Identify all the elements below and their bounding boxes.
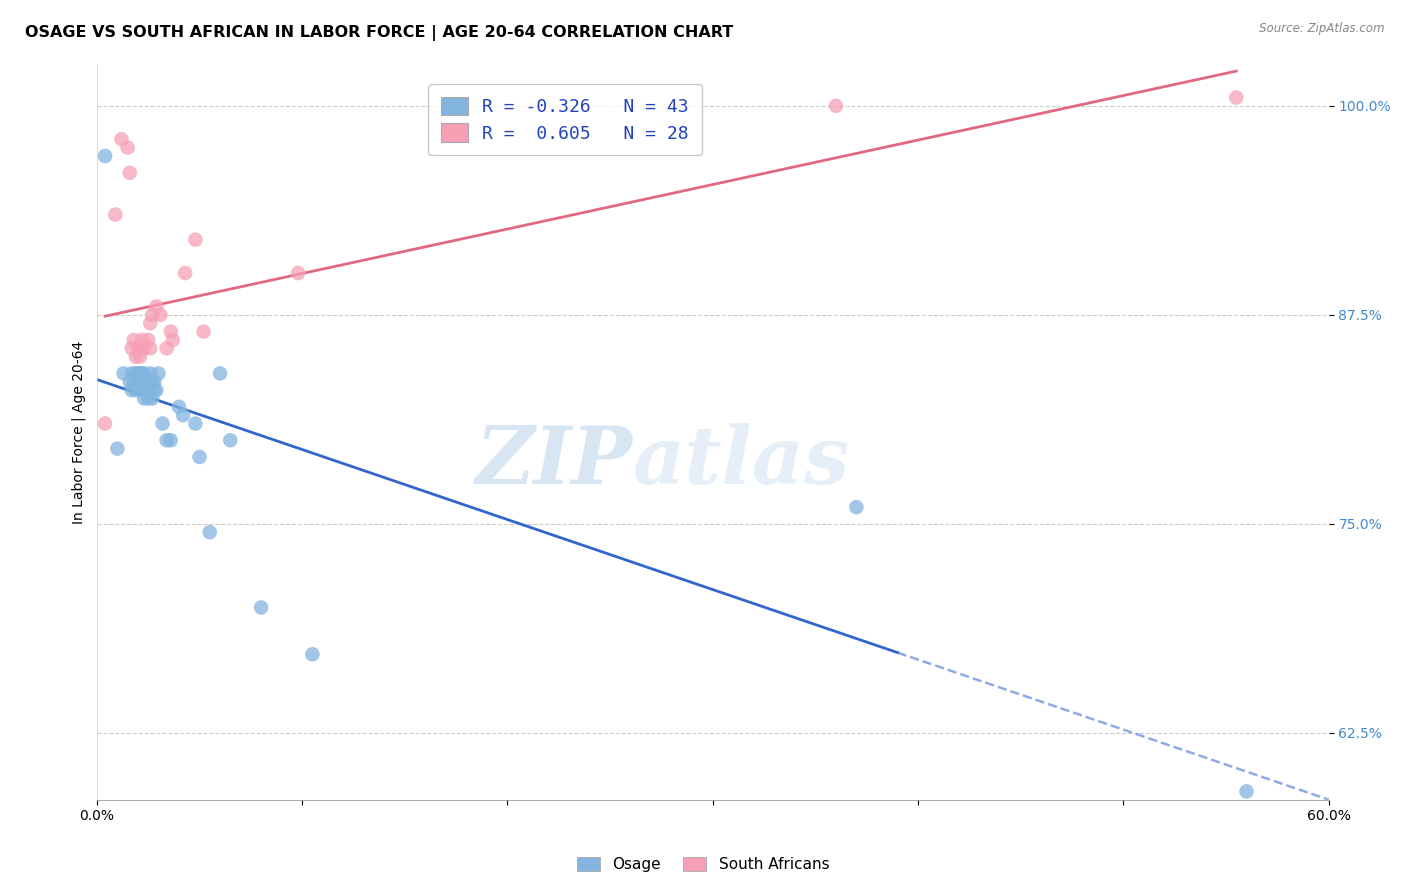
Point bbox=[122, 375, 145, 389]
Point bbox=[131, 367, 153, 381]
Point bbox=[148, 367, 170, 381]
Point bbox=[127, 367, 149, 381]
Point bbox=[121, 341, 143, 355]
Point bbox=[131, 333, 153, 347]
Point bbox=[1236, 784, 1258, 798]
Legend: Osage, South Africans: Osage, South Africans bbox=[569, 849, 837, 880]
Point bbox=[145, 300, 167, 314]
Point bbox=[129, 375, 152, 389]
Point bbox=[125, 350, 148, 364]
Point bbox=[127, 375, 149, 389]
Point bbox=[184, 233, 207, 247]
Text: OSAGE VS SOUTH AFRICAN IN LABOR FORCE | AGE 20-64 CORRELATION CHART: OSAGE VS SOUTH AFRICAN IN LABOR FORCE | … bbox=[25, 25, 734, 41]
Point bbox=[104, 208, 127, 222]
Point bbox=[129, 341, 152, 355]
Point bbox=[132, 392, 155, 406]
Point bbox=[149, 308, 172, 322]
Point bbox=[118, 375, 141, 389]
Point bbox=[1225, 90, 1247, 104]
Point bbox=[174, 266, 197, 280]
Point bbox=[122, 333, 145, 347]
Point bbox=[105, 442, 128, 456]
Point bbox=[127, 341, 149, 355]
Point bbox=[117, 141, 139, 155]
Point bbox=[118, 166, 141, 180]
Point bbox=[198, 525, 221, 540]
Point bbox=[162, 333, 184, 347]
Point bbox=[131, 375, 153, 389]
Point bbox=[152, 417, 174, 431]
Point bbox=[129, 350, 152, 364]
Point bbox=[141, 308, 163, 322]
Point bbox=[121, 367, 143, 381]
Text: atlas: atlas bbox=[633, 423, 851, 500]
Point bbox=[159, 325, 181, 339]
Point bbox=[94, 417, 117, 431]
Y-axis label: In Labor Force | Age 20-64: In Labor Force | Age 20-64 bbox=[72, 340, 86, 524]
Point bbox=[845, 500, 868, 515]
Point bbox=[156, 434, 179, 448]
Text: Source: ZipAtlas.com: Source: ZipAtlas.com bbox=[1260, 22, 1385, 36]
Point bbox=[825, 99, 848, 113]
Point bbox=[136, 333, 159, 347]
Point bbox=[143, 375, 166, 389]
Point bbox=[141, 392, 163, 406]
Point bbox=[250, 600, 273, 615]
Point bbox=[159, 434, 181, 448]
Point bbox=[193, 325, 215, 339]
Point bbox=[156, 341, 179, 355]
Point bbox=[136, 383, 159, 397]
Point bbox=[141, 375, 163, 389]
Point bbox=[132, 367, 155, 381]
Point bbox=[208, 367, 231, 381]
Point bbox=[129, 367, 152, 381]
Point bbox=[145, 383, 167, 397]
Point bbox=[121, 383, 143, 397]
Point bbox=[136, 375, 159, 389]
Point bbox=[139, 316, 162, 330]
Point bbox=[139, 367, 162, 381]
Point bbox=[167, 400, 190, 414]
Point bbox=[112, 367, 135, 381]
Point bbox=[110, 132, 132, 146]
Point bbox=[132, 341, 155, 355]
Point bbox=[184, 417, 207, 431]
Point bbox=[143, 383, 166, 397]
Point bbox=[301, 648, 323, 662]
Point bbox=[287, 266, 309, 280]
Point bbox=[125, 367, 148, 381]
Point bbox=[135, 383, 157, 397]
Point bbox=[219, 434, 242, 448]
Point bbox=[139, 341, 162, 355]
Point bbox=[131, 383, 153, 397]
Legend: R = -0.326   N = 43, R =  0.605   N = 28: R = -0.326 N = 43, R = 0.605 N = 28 bbox=[429, 84, 702, 155]
Point bbox=[188, 450, 211, 464]
Point bbox=[172, 408, 194, 422]
Point bbox=[136, 392, 159, 406]
Point bbox=[125, 383, 148, 397]
Point bbox=[94, 149, 117, 163]
Text: ZIP: ZIP bbox=[475, 423, 633, 500]
